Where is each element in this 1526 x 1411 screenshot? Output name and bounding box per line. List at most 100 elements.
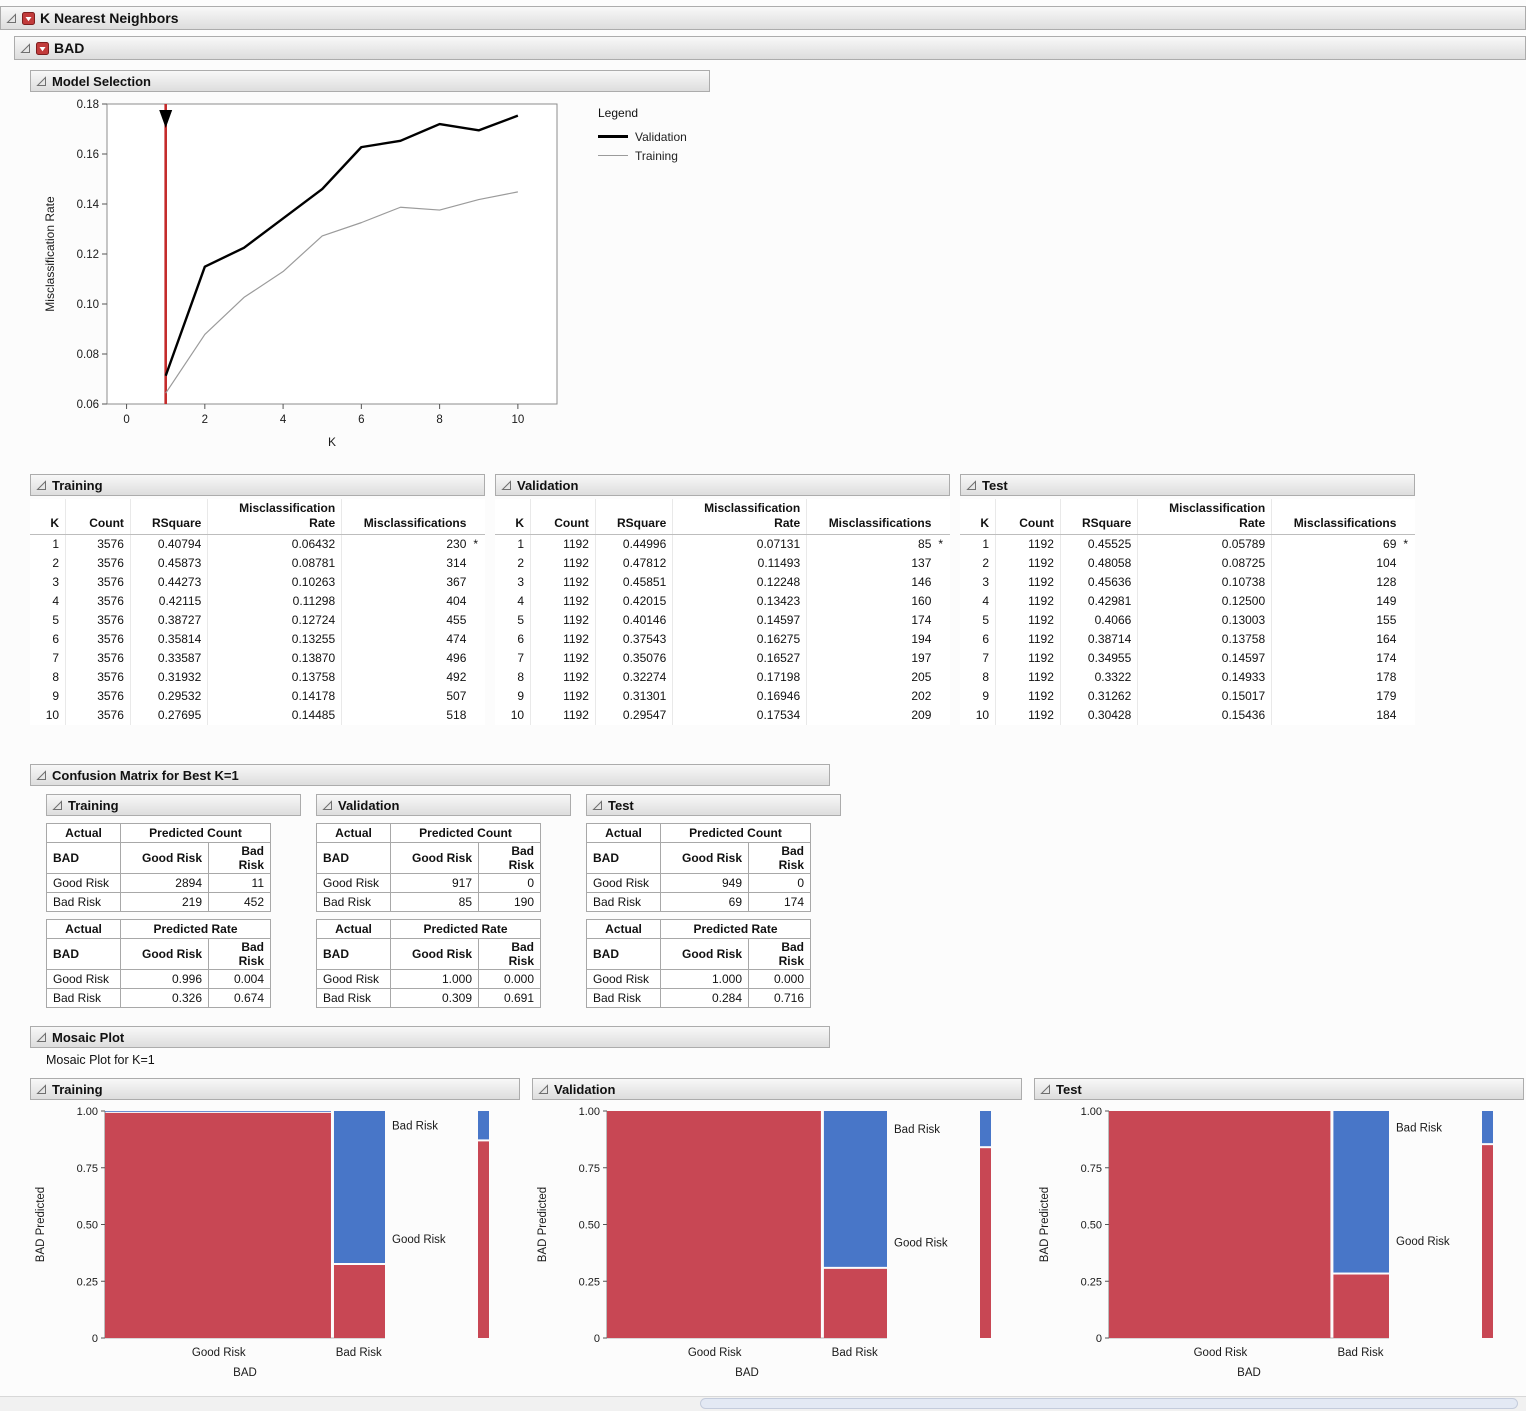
- red-menu-icon[interactable]: [22, 11, 35, 25]
- section-title: Training: [52, 477, 103, 493]
- disclosure-triangle-icon[interactable]: [6, 12, 17, 24]
- mosaic-segment-bad-risk[interactable]: [823, 1111, 887, 1267]
- y-tick-label: 0.50: [77, 1220, 98, 1232]
- table-cell: 0.31262: [1059, 686, 1138, 706]
- section-title: Validation: [338, 797, 400, 813]
- stats-table-training: K Count RSquare Misclassification Rate Miscl…: [30, 499, 485, 725]
- table-row: 1 1192 0.44996 0.07131 85 *: [495, 534, 950, 554]
- section-header-bad[interactable]: BAD: [14, 36, 1526, 60]
- table-cell: 178: [1271, 667, 1403, 687]
- disclosure-triangle-icon[interactable]: [322, 799, 333, 811]
- table-cell: 0.42015: [594, 591, 673, 611]
- overall-bar-good-risk[interactable]: [980, 1148, 991, 1338]
- table-cell: 10: [510, 708, 525, 722]
- column-header: BAD: [46, 842, 121, 874]
- table-cell: 0.326: [120, 988, 209, 1008]
- column-header: Good Risk: [660, 842, 749, 874]
- table-cell: 160: [806, 591, 938, 611]
- table-cell: 0.42115: [129, 591, 208, 611]
- table-cell: 496: [341, 648, 473, 668]
- table-row: Bad Risk 85 190: [316, 892, 541, 912]
- column-header: Actual: [46, 919, 121, 939]
- disclosure-triangle-icon[interactable]: [1040, 1083, 1051, 1095]
- overall-bar-bad-risk[interactable]: [1482, 1111, 1493, 1144]
- x-axis-title: BAD: [735, 1367, 759, 1379]
- mosaic-segment-good-risk[interactable]: [823, 1268, 887, 1338]
- plot-frame: [106, 103, 558, 405]
- disclosure-triangle-icon[interactable]: [36, 479, 47, 491]
- mosaic-segment-good-risk[interactable]: [1109, 1111, 1331, 1338]
- section-header-stats-validation[interactable]: Validation: [495, 474, 950, 496]
- disclosure-triangle-icon[interactable]: [966, 479, 977, 491]
- section-header-mosaic-plot[interactable]: Mosaic Plot: [30, 1026, 830, 1048]
- disclosure-triangle-icon[interactable]: [538, 1083, 549, 1095]
- table-cell: 0.13870: [207, 648, 342, 668]
- overall-bar-bad-risk[interactable]: [478, 1111, 489, 1140]
- disclosure-triangle-icon[interactable]: [36, 769, 47, 781]
- header-row: BAD Good Risk Bad Risk: [46, 842, 271, 874]
- section-header-confusion-validation[interactable]: Validation: [316, 794, 571, 816]
- table-cell: 0.13758: [1137, 629, 1272, 649]
- table-cell: 1: [52, 537, 60, 552]
- disclosure-triangle-icon[interactable]: [501, 479, 512, 491]
- column-header: Misclassifications: [806, 499, 938, 535]
- table-row: Good Risk 1.000 0.000: [586, 969, 811, 989]
- section-header-mosaic-validation[interactable]: Validation: [532, 1078, 1022, 1100]
- red-menu-icon[interactable]: [36, 41, 49, 55]
- disclosure-triangle-icon[interactable]: [36, 75, 47, 87]
- mosaic-segment-bad-risk[interactable]: [105, 1111, 331, 1112]
- table-cell: 0.45873: [129, 553, 208, 573]
- section-header-stats-training[interactable]: Training: [30, 474, 485, 496]
- y-tick-label: 0.25: [77, 1276, 98, 1288]
- y-tick-label: 0.50: [1081, 1220, 1102, 1232]
- table-cell: 0.004: [208, 969, 271, 989]
- section-header-stats-test[interactable]: Test: [960, 474, 1415, 496]
- table-cell: *: [1403, 537, 1409, 552]
- y-tick-label: 0.08: [77, 349, 99, 361]
- table-cell: 367: [341, 572, 473, 592]
- column-header: Bad Risk: [748, 842, 811, 874]
- mosaic-segment-good-risk[interactable]: [607, 1111, 821, 1338]
- y-tick-label: 1.00: [1081, 1106, 1102, 1118]
- table-cell: 0.48058: [1059, 553, 1138, 573]
- mosaic-segment-good-risk[interactable]: [105, 1112, 331, 1338]
- table-row: 7 1192 0.34955 0.14597 174: [960, 648, 1415, 668]
- disclosure-triangle-icon[interactable]: [20, 42, 31, 54]
- disclosure-triangle-icon[interactable]: [52, 799, 63, 811]
- section-header-confusion-training[interactable]: Training: [46, 794, 301, 816]
- disclosure-triangle-icon[interactable]: [592, 799, 603, 811]
- selected-k-arrow-icon[interactable]: [159, 110, 173, 128]
- table-cell: 0.11493: [672, 553, 807, 573]
- table-row: 10 3576 0.27695 0.14485 518: [30, 705, 485, 725]
- table-cell: 1.000: [660, 969, 749, 989]
- disclosure-triangle-icon[interactable]: [36, 1083, 47, 1095]
- section-header-model-selection[interactable]: Model Selection: [30, 70, 710, 92]
- mosaic-segment-bad-risk[interactable]: [333, 1111, 385, 1263]
- section-header-mosaic-training[interactable]: Training: [30, 1078, 520, 1100]
- overall-bar-bad-risk[interactable]: [980, 1111, 991, 1147]
- x-axis-title: BAD: [1237, 1367, 1261, 1379]
- mosaic-segment-good-risk[interactable]: [1333, 1274, 1389, 1338]
- disclosure-triangle-icon[interactable]: [36, 1031, 47, 1043]
- table-cell: 0.44996: [594, 534, 673, 554]
- section-header-k-nearest-neighbors[interactable]: K Nearest Neighbors: [0, 6, 1526, 30]
- table-cell: [937, 592, 950, 611]
- scrollbar-thumb[interactable]: [700, 1398, 1518, 1409]
- section-header-mosaic-test[interactable]: Test: [1034, 1078, 1524, 1100]
- table-cell: 0.13255: [207, 629, 342, 649]
- header-row: BAD Good Risk Bad Risk: [46, 938, 271, 970]
- overall-bar-good-risk[interactable]: [1482, 1145, 1493, 1338]
- table-row: 9 3576 0.29532 0.14178 507: [30, 686, 485, 706]
- legend-entry-label: Validation: [635, 129, 687, 144]
- table-cell: 184: [1271, 705, 1403, 725]
- section-header-confusion-test[interactable]: Test: [586, 794, 841, 816]
- row-label: Good Risk: [316, 873, 391, 893]
- overall-bar-good-risk[interactable]: [478, 1141, 489, 1338]
- section-header-confusion-matrix[interactable]: Confusion Matrix for Best K=1: [30, 764, 830, 786]
- confusion-panel-validation: Validation Actual Predicted Count BAD Good R…: [316, 794, 574, 1008]
- table-cell: 1192: [530, 686, 596, 706]
- table-cell: 0.31932: [129, 667, 208, 687]
- mosaic-segment-bad-risk[interactable]: [1333, 1111, 1389, 1273]
- table-cell: 0.12724: [207, 610, 342, 630]
- mosaic-segment-good-risk[interactable]: [333, 1264, 385, 1338]
